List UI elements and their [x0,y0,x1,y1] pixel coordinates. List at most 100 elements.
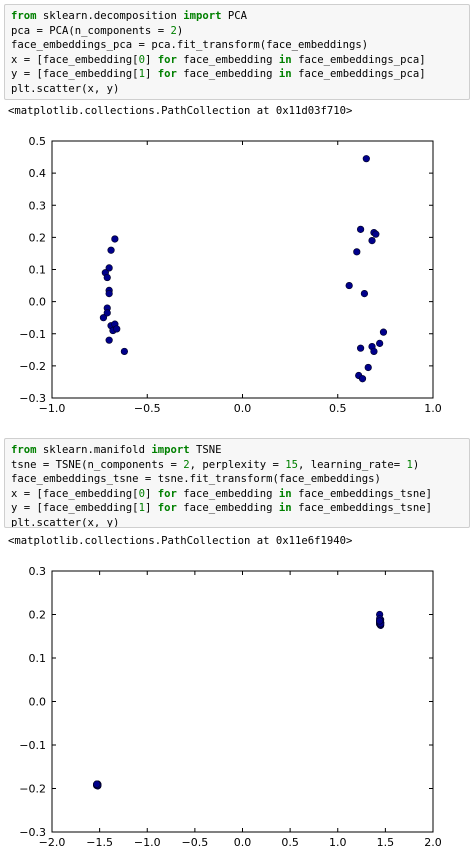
x-tick-label: 1.5 [377,836,395,849]
scatter-point [103,273,111,282]
scatter-point [105,336,113,344]
code-keyword: for [157,53,177,66]
x-tick-label: 2.0 [424,836,442,849]
code-number: 0 [138,487,145,500]
y-tick-label: 0.0 [29,696,47,709]
scatter-point [99,314,108,322]
x-tick-label: 0.0 [234,402,252,415]
scatter-point [105,264,113,272]
output-text-tsne: <matplotlib.collections.PathCollection a… [8,535,353,547]
x-tick-label: 0.0 [234,836,252,849]
y-tick-label: 0.2 [29,231,47,244]
code-text: ] [144,487,158,500]
code-line: face_embeddings_pca = pca.fit_transform(… [11,38,463,53]
code-number: 0 [138,53,145,66]
code-keyword: import [151,444,190,456]
y-tick-label: 0.4 [29,167,47,180]
code-line: plt.scatter(x, y) [11,82,463,97]
code-number: 1 [138,68,145,80]
scatter-point [362,155,370,163]
code-text: , learning_rate= [298,458,407,471]
code-line: from sklearn.manifold import TSNE [11,443,463,458]
code-text: face_embeddings_pca = pca.fit_transform(… [11,39,369,51]
code-text: plt.scatter(x, y) [11,516,120,528]
y-tick-label: −0.2 [19,783,46,796]
code-text: sklearn.manifold [36,444,152,456]
code-number: 1 [406,458,413,471]
code-line: face_embeddings_tsne = tsne.fit_transfor… [11,472,463,487]
scatter-point [372,230,380,238]
scatter-point [113,325,121,333]
code-text: face_embeddings_pca] [291,68,426,80]
x-tick-label: −1.5 [86,836,113,849]
y-tick-label: −0.3 [19,392,46,405]
code-text: sklearn.decomposition [36,10,184,22]
code-text: pca = PCA(n_components = [11,24,171,37]
code-line: plt.scatter(x, y) [11,516,463,528]
y-tick-label: −0.1 [19,328,46,341]
scatter-plot-pca: −1.0 −0.5 0.0 0.5 1.0 −0.3 −0.2 −0.1 0.0 0.1 0.2 0.… [0,126,474,426]
code-line: x = [face_embedding[0] for face_embeddin… [11,487,463,502]
code-text: ) [176,24,184,37]
y-tick-label: −0.1 [19,739,46,752]
code-line: from sklearn.decomposition import PCA [11,9,463,24]
code-keyword: for [157,502,177,514]
code-line: tsne = TSNE(n_components = 2, perplexity… [11,458,463,473]
y-tick-label: 0.3 [29,199,47,212]
code-text: face_embeddings_tsne = tsne.fit_transfor… [11,473,381,485]
code-keyword: import [183,10,222,22]
code-text: TSNE [189,444,222,456]
x-tick-label: −0.5 [182,836,209,849]
code-text: ] [144,502,158,514]
scatter-point [120,347,128,356]
code-keyword: in [278,502,292,514]
x-tick-label: −1.0 [39,402,66,415]
code-number: 2 [170,24,177,37]
y-tick-label: 0.5 [29,135,47,148]
scatter-point [376,617,384,625]
scatter-point [93,780,101,788]
x-tick-label: 0.5 [329,402,347,415]
code-cell-tsne[interactable]: from sklearn.manifold import TSNE tsne = … [4,438,470,528]
scatter-plot-tsne: −2.0 −1.5 −1.0 −0.5 0.0 0.5 1.0 1.5 2.0 −0.3 −0.2 −… [0,556,474,864]
code-text: ] [144,53,158,66]
code-keyword: for [157,68,177,80]
scatter-point [357,225,365,233]
x-tick-label: 0.5 [281,836,299,849]
code-text: face_embedding [176,502,279,514]
scatter-point [107,246,115,254]
plot-frame [51,570,434,833]
scatter-point [364,363,372,372]
code-keyword: for [157,487,177,500]
scatter-point [379,328,388,336]
code-text: x = [face_embedding[ [11,487,139,500]
code-text: y = [face_embedding[ [11,502,139,514]
code-text: plt.scatter(x, y) [11,82,120,95]
x-tick-label: −2.0 [39,836,66,849]
x-tick-label: 1.0 [424,402,442,415]
scatter-point [368,236,376,245]
code-cell-pca[interactable]: from sklearn.decomposition import PCA pca… [4,4,470,100]
code-number: 2 [183,458,190,471]
code-text: face_embeddings_tsne] [291,487,433,500]
code-keyword: in [278,487,292,500]
code-keyword: in [278,68,292,80]
y-tick-label: 0.1 [29,264,47,277]
code-text: ] [144,68,158,80]
y-tick-label: −0.2 [19,360,46,373]
scatter-point [370,347,378,356]
x-tick-label: 1.0 [329,836,347,849]
code-line: pca = PCA(n_components = 2) [11,24,463,39]
scatter-point [376,339,384,347]
code-line: y = [face_embedding[1] for face_embeddin… [11,67,463,82]
scatter-point [105,289,113,298]
code-text: PCA [221,10,248,22]
scatter-point [358,375,367,383]
code-text: x = [face_embedding[ [11,53,139,66]
code-text: face_embeddings_pca] [291,53,426,66]
code-number: 15 [285,458,299,471]
y-tick-label: 0.2 [29,609,47,622]
code-text: y = [face_embedding[ [11,68,139,80]
x-tick-label: −0.5 [134,402,161,415]
code-keyword: in [278,53,292,66]
